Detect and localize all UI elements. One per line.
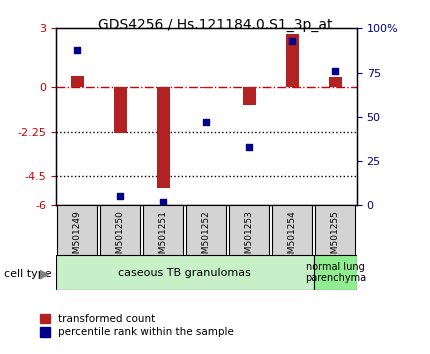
Bar: [200, 87, 213, 88]
FancyBboxPatch shape: [230, 205, 269, 255]
Point: [203, 119, 210, 125]
Text: GSM501253: GSM501253: [245, 210, 254, 265]
FancyBboxPatch shape: [101, 205, 140, 255]
Legend: transformed count, percentile rank within the sample: transformed count, percentile rank withi…: [40, 314, 234, 337]
Text: ▶: ▶: [40, 268, 49, 281]
Text: GSM501254: GSM501254: [288, 210, 297, 265]
Text: GSM501250: GSM501250: [116, 210, 125, 265]
Text: GDS4256 / Hs.121184.0.S1_3p_at: GDS4256 / Hs.121184.0.S1_3p_at: [98, 18, 332, 32]
Text: caseous TB granulomas: caseous TB granulomas: [118, 268, 252, 278]
FancyBboxPatch shape: [144, 205, 183, 255]
Text: GSM501251: GSM501251: [159, 210, 168, 265]
Point: [117, 194, 124, 199]
Point: [160, 199, 167, 205]
Text: cell type: cell type: [4, 269, 52, 279]
Bar: [114, 87, 127, 132]
Text: GSM501255: GSM501255: [331, 210, 340, 265]
Text: normal lung
parenchyma: normal lung parenchyma: [305, 262, 366, 284]
FancyBboxPatch shape: [315, 205, 355, 255]
FancyBboxPatch shape: [56, 255, 314, 290]
Bar: [329, 78, 342, 87]
Bar: [71, 75, 84, 87]
Point: [289, 38, 296, 44]
Text: GSM501252: GSM501252: [202, 210, 211, 265]
Bar: [157, 87, 170, 188]
Point: [246, 144, 253, 150]
Point: [332, 68, 339, 74]
Bar: [243, 87, 256, 105]
FancyBboxPatch shape: [273, 205, 312, 255]
Point: [74, 47, 81, 52]
FancyBboxPatch shape: [314, 255, 357, 290]
Text: GSM501249: GSM501249: [73, 210, 82, 265]
FancyBboxPatch shape: [58, 205, 97, 255]
FancyBboxPatch shape: [187, 205, 226, 255]
Bar: [286, 34, 299, 87]
